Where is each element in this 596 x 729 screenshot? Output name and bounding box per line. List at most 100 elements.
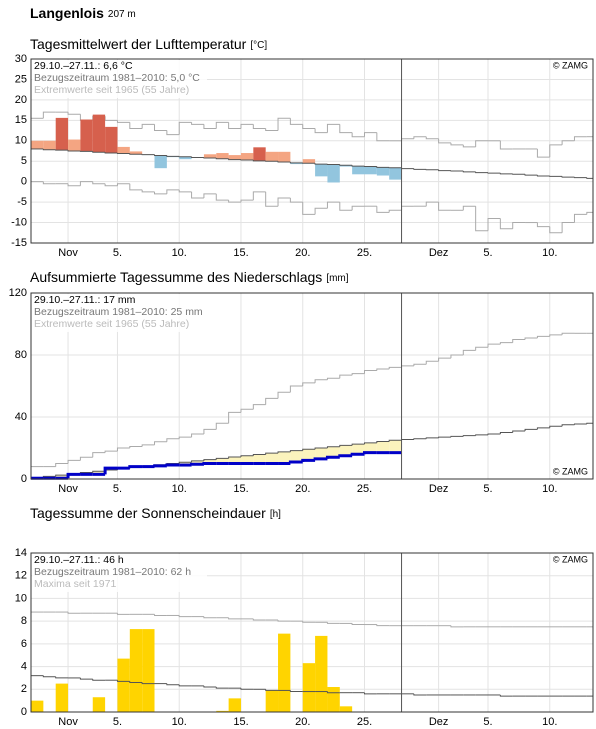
step-line: [425, 360, 439, 365]
step-line: [313, 457, 328, 461]
step-line: [240, 688, 254, 690]
step-line: [450, 354, 464, 359]
x-tick-label: Nov: [58, 247, 78, 259]
step-line: [215, 687, 229, 689]
step-line: [339, 374, 353, 379]
step-line: [289, 450, 303, 452]
x-tick-label: 5.: [113, 716, 122, 728]
step-line: [191, 460, 204, 463]
step-line: [351, 373, 365, 376]
step-line: [252, 454, 266, 456]
anomaly-bar: [105, 126, 118, 154]
step-line: [314, 379, 328, 383]
x-tick-label: Dez: [429, 247, 449, 259]
step-line: [240, 408, 254, 413]
plot-border: [30, 552, 594, 713]
step-line: [203, 685, 217, 688]
step-line: [154, 124, 167, 132]
anomaly-bar: [352, 166, 365, 175]
step-line: [339, 444, 353, 447]
step-line: [363, 442, 377, 445]
step-line: [154, 441, 167, 445]
step-line: [302, 202, 316, 215]
step-line: [438, 357, 451, 362]
step-line: [129, 183, 143, 191]
step-line: [425, 437, 439, 439]
step-line: [92, 151, 106, 153]
step-line: [363, 692, 377, 695]
step-line: [191, 433, 204, 438]
step-line: [166, 189, 180, 194]
step-line: [104, 450, 118, 453]
deviation-fill: [55, 475, 69, 479]
step-line: [190, 462, 204, 466]
step-line: [438, 436, 451, 438]
step-line: [475, 171, 489, 174]
step-line: [67, 612, 81, 614]
step-line: [228, 617, 241, 620]
anomaly-bar: [31, 140, 44, 149]
step-line: [289, 162, 303, 164]
step-line: [104, 152, 118, 154]
x-tick-label: 5.: [483, 716, 492, 728]
deviation-fill: [216, 458, 229, 464]
step-line: [154, 614, 167, 616]
step-line: [191, 122, 204, 125]
x-tick-label: 10.: [172, 483, 187, 495]
step-line: [573, 423, 587, 425]
anomaly-bar: [376, 167, 390, 176]
x-tick-label: 25.: [357, 247, 372, 259]
step-line: [314, 128, 328, 134]
step-line: [425, 201, 439, 207]
step-line: [178, 615, 192, 618]
step-line: [586, 211, 593, 215]
y-tick-label: 40: [15, 411, 27, 423]
step-line: [363, 132, 377, 137]
step-line: [92, 452, 106, 458]
step-line: [302, 382, 316, 386]
step-line: [376, 624, 390, 627]
step-line: [178, 684, 192, 687]
anomaly-bar: [339, 165, 353, 167]
step-line: [55, 676, 69, 679]
deviation-fill: [92, 471, 106, 475]
bar: [339, 706, 353, 712]
step-line: [561, 222, 575, 233]
anomaly-bar: [92, 114, 106, 153]
step-line: [450, 142, 464, 146]
step-line: [215, 193, 229, 201]
anomaly-bar: [43, 140, 56, 150]
step-line: [178, 189, 192, 193]
step-line: [351, 443, 365, 446]
step-line: [289, 198, 303, 203]
step-line: [92, 470, 106, 473]
step-line: [116, 680, 130, 682]
station-header: Langenlois 207 m: [30, 5, 136, 21]
y-tick-label: 10: [15, 592, 27, 604]
anomaly-bar: [364, 166, 377, 175]
y-tick-label: -10: [11, 216, 27, 228]
step-line: [55, 463, 69, 467]
step-line: [413, 363, 427, 366]
step-line: [153, 464, 167, 468]
step-line: [240, 123, 254, 129]
chart-unit: [mm]: [326, 273, 348, 284]
step-line: [116, 613, 130, 615]
step-line: [228, 200, 241, 203]
step-line: [42, 148, 56, 151]
y-tick-label: 12: [15, 570, 27, 582]
legend-entry: Bezugszeitraum 1981–2010: 62 h: [34, 566, 191, 578]
step-line: [66, 472, 81, 479]
step-line: [586, 177, 593, 179]
step-line: [265, 689, 279, 691]
step-line: [252, 124, 266, 130]
step-line: [351, 623, 365, 626]
step-line: [265, 191, 279, 207]
step-line: [252, 618, 266, 621]
plot-border: [30, 292, 594, 480]
anomaly-bar: [315, 164, 328, 177]
step-line: [536, 335, 550, 338]
step-line: [475, 140, 489, 147]
y-tick-label: 0: [21, 176, 27, 188]
chart-unit: [°C]: [250, 40, 267, 51]
